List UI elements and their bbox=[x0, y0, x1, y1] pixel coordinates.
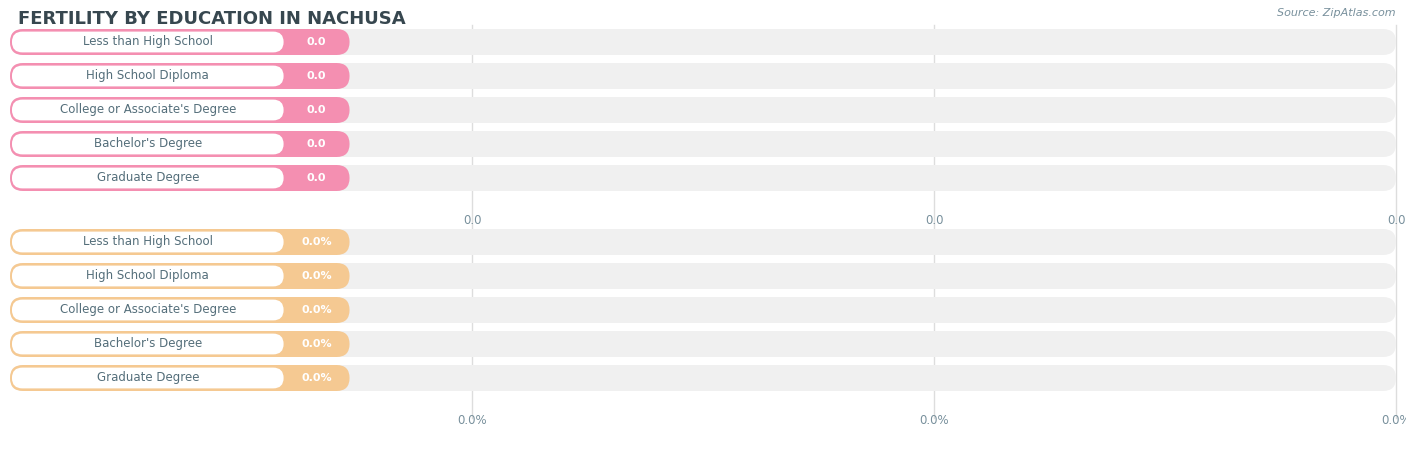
Text: 0.0: 0.0 bbox=[463, 214, 481, 227]
FancyBboxPatch shape bbox=[11, 368, 284, 389]
FancyBboxPatch shape bbox=[11, 266, 284, 286]
Text: 0.0: 0.0 bbox=[307, 139, 326, 149]
FancyBboxPatch shape bbox=[10, 165, 1396, 191]
Text: FERTILITY BY EDUCATION IN NACHUSA: FERTILITY BY EDUCATION IN NACHUSA bbox=[18, 10, 405, 28]
FancyBboxPatch shape bbox=[10, 331, 350, 357]
Text: High School Diploma: High School Diploma bbox=[86, 69, 209, 83]
FancyBboxPatch shape bbox=[10, 63, 1396, 89]
FancyBboxPatch shape bbox=[11, 300, 284, 321]
Text: Graduate Degree: Graduate Degree bbox=[97, 171, 200, 184]
FancyBboxPatch shape bbox=[10, 97, 1396, 123]
Text: Bachelor's Degree: Bachelor's Degree bbox=[94, 338, 202, 351]
Text: 0.0: 0.0 bbox=[1386, 214, 1405, 227]
Text: College or Associate's Degree: College or Associate's Degree bbox=[59, 304, 236, 316]
FancyBboxPatch shape bbox=[10, 131, 350, 157]
Text: 0.0%: 0.0% bbox=[301, 305, 332, 315]
Text: Bachelor's Degree: Bachelor's Degree bbox=[94, 137, 202, 151]
FancyBboxPatch shape bbox=[10, 263, 350, 289]
FancyBboxPatch shape bbox=[10, 63, 350, 89]
Text: 0.0: 0.0 bbox=[307, 173, 326, 183]
Text: 0.0: 0.0 bbox=[307, 37, 326, 47]
FancyBboxPatch shape bbox=[11, 100, 284, 120]
Text: High School Diploma: High School Diploma bbox=[86, 269, 209, 283]
Text: Graduate Degree: Graduate Degree bbox=[97, 371, 200, 384]
Text: 0.0: 0.0 bbox=[307, 105, 326, 115]
Text: 0.0: 0.0 bbox=[307, 71, 326, 81]
Text: 0.0%: 0.0% bbox=[301, 271, 332, 281]
FancyBboxPatch shape bbox=[10, 263, 1396, 289]
FancyBboxPatch shape bbox=[11, 133, 284, 154]
FancyBboxPatch shape bbox=[11, 232, 284, 252]
FancyBboxPatch shape bbox=[10, 297, 350, 323]
FancyBboxPatch shape bbox=[10, 229, 1396, 255]
FancyBboxPatch shape bbox=[10, 165, 350, 191]
FancyBboxPatch shape bbox=[10, 297, 1396, 323]
FancyBboxPatch shape bbox=[11, 333, 284, 354]
Text: College or Associate's Degree: College or Associate's Degree bbox=[59, 104, 236, 116]
FancyBboxPatch shape bbox=[10, 131, 1396, 157]
Text: 0.0%: 0.0% bbox=[920, 414, 949, 427]
FancyBboxPatch shape bbox=[10, 97, 350, 123]
FancyBboxPatch shape bbox=[11, 168, 284, 189]
Text: 0.0%: 0.0% bbox=[1381, 414, 1406, 427]
Text: Less than High School: Less than High School bbox=[83, 36, 212, 48]
Text: Source: ZipAtlas.com: Source: ZipAtlas.com bbox=[1278, 8, 1396, 18]
FancyBboxPatch shape bbox=[10, 365, 1396, 391]
Text: 0.0%: 0.0% bbox=[457, 414, 486, 427]
Text: 0.0%: 0.0% bbox=[301, 237, 332, 247]
FancyBboxPatch shape bbox=[10, 331, 1396, 357]
Text: 0.0: 0.0 bbox=[925, 214, 943, 227]
FancyBboxPatch shape bbox=[10, 365, 350, 391]
Text: 0.0%: 0.0% bbox=[301, 373, 332, 383]
FancyBboxPatch shape bbox=[10, 29, 350, 55]
FancyBboxPatch shape bbox=[11, 66, 284, 86]
FancyBboxPatch shape bbox=[11, 32, 284, 52]
FancyBboxPatch shape bbox=[10, 29, 1396, 55]
Text: Less than High School: Less than High School bbox=[83, 236, 212, 248]
FancyBboxPatch shape bbox=[10, 229, 350, 255]
Text: 0.0%: 0.0% bbox=[301, 339, 332, 349]
